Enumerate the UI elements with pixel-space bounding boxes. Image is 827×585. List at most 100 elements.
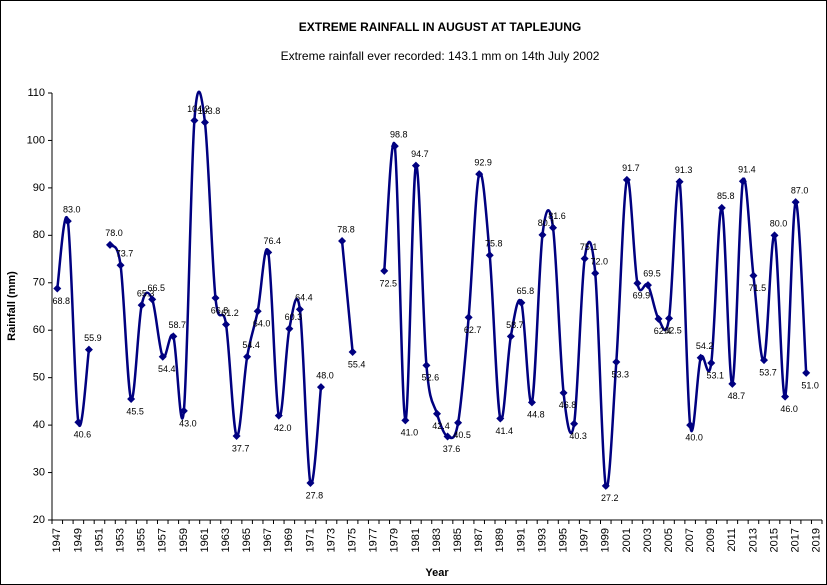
data-label: 68.8 [53,296,71,306]
data-label: 98.8 [390,130,408,140]
data-marker [74,418,83,427]
data-label: 41.4 [496,426,514,436]
x-tick-label: 1985 [452,528,464,552]
data-marker [127,395,136,404]
x-tick-label: 1965 [241,528,253,552]
data-label: 80.0 [770,219,788,229]
data-label: 62.4 [654,326,672,336]
data-marker [738,177,747,186]
data-label: 75.8 [485,239,503,249]
data-label: 27.8 [306,490,324,500]
data-marker [158,352,167,361]
data-label: 48.0 [316,371,334,381]
data-marker [464,313,473,322]
x-tick-label: 2013 [747,528,759,552]
data-marker [411,161,420,170]
data-marker [306,478,315,487]
data-marker [654,314,663,323]
data-label: 65.8 [517,286,535,296]
data-label: 69.9 [633,291,651,301]
data-marker [686,421,695,430]
data-marker [433,409,441,418]
data-label: 103.8 [198,106,221,116]
data-label: 81.6 [548,211,566,221]
data-label: 91.4 [738,165,756,175]
x-tick-label: 2001 [621,528,633,552]
data-label: 48.7 [728,391,746,401]
data-marker [253,307,262,316]
data-marker [316,383,325,392]
x-tick-label: 1999 [600,528,612,552]
data-marker [717,203,726,212]
data-marker [148,295,157,304]
x-tick-label: 1955 [136,528,148,552]
data-marker [643,281,652,290]
data-label: 46.0 [780,404,798,414]
data-marker [222,320,231,329]
data-marker [538,230,547,239]
y-tick-label: 50 [33,372,45,384]
y-tick-label: 100 [27,134,45,146]
data-marker [580,254,589,263]
y-tick-label: 80 [33,229,45,241]
data-marker [633,279,642,288]
x-tick-label: 1993 [536,528,548,552]
data-label: 62.5 [664,326,682,336]
data-marker [591,269,600,278]
y-tick-label: 70 [33,277,45,289]
x-tick-label: 2005 [663,528,675,552]
data-marker [707,358,716,367]
data-label: 54.2 [696,341,714,351]
data-marker [200,118,209,127]
data-label: 60.3 [285,312,303,322]
data-label: 40.6 [74,430,92,440]
data-label: 66.8 [211,305,229,315]
data-marker [485,251,494,260]
data-label: 91.3 [675,165,693,175]
data-label: 61.2 [221,308,239,318]
x-tick-label: 1959 [178,528,190,552]
data-marker [443,432,452,441]
data-marker [401,416,410,425]
data-label: 76.4 [263,236,281,246]
data-label: 83.0 [63,204,81,214]
data-marker [211,293,220,302]
data-label: 73.7 [116,249,134,259]
x-tick-label: 1957 [157,528,169,552]
data-marker [264,248,273,257]
data-label: 37.6 [443,444,461,454]
data-marker [243,352,252,361]
data-marker [612,358,621,367]
x-tick-label: 1981 [410,528,422,552]
data-marker [63,217,72,226]
data-marker [380,266,389,275]
data-label: 64.4 [295,293,313,303]
data-label: 44.8 [527,410,545,420]
data-label: 69.5 [643,269,661,279]
data-marker [84,345,93,354]
x-tick-label: 2003 [642,528,654,552]
data-marker [506,332,515,341]
data-label: 75.1 [580,242,598,252]
chart-subtitle: Extreme rainfall ever recorded: 143.1 mm… [281,49,600,63]
data-marker [348,348,357,357]
x-tick-label: 1989 [494,528,506,552]
data-label: 27.2 [601,493,619,503]
data-marker [116,261,125,270]
data-marker [696,353,705,362]
data-marker [791,198,800,207]
data-label: 78.0 [105,228,123,238]
data-marker [559,388,568,397]
data-marker [770,231,779,240]
y-tick-label: 20 [33,514,45,526]
data-marker [665,314,674,323]
data-label: 58.7 [169,320,187,330]
y-tick-label: 90 [33,182,45,194]
data-marker [802,368,811,377]
data-label: 54.4 [158,364,176,374]
data-label: 55.9 [84,333,102,343]
data-label: 40.3 [569,431,587,441]
y-tick-label: 110 [27,87,45,99]
data-label: 43.0 [179,418,197,428]
data-label: 80.1 [538,218,556,228]
